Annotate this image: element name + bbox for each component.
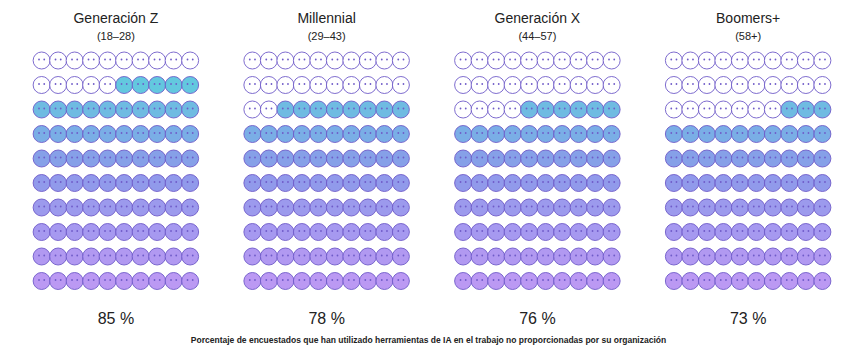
svg-text:(18–28): (18–28) [97,30,135,42]
svg-text:76 %: 76 % [519,310,555,327]
svg-text:(58+): (58+) [735,30,761,42]
svg-text:(44–57): (44–57) [518,30,556,42]
svg-text:(29–43): (29–43) [308,30,346,42]
svg-text:78 %: 78 % [308,310,344,327]
svg-text:Generación Z: Generación Z [73,10,158,26]
svg-text:Boomers+: Boomers+ [716,10,780,26]
svg-text:85 %: 85 % [98,310,134,327]
svg-text:Generación X: Generación X [495,10,581,26]
html-text:Porcentaje de encuestados que: Porcentaje de encuestados que han utiliz… [190,335,667,345]
svg-text:Millennial: Millennial [297,10,355,26]
svg-text:73 %: 73 % [730,310,766,327]
